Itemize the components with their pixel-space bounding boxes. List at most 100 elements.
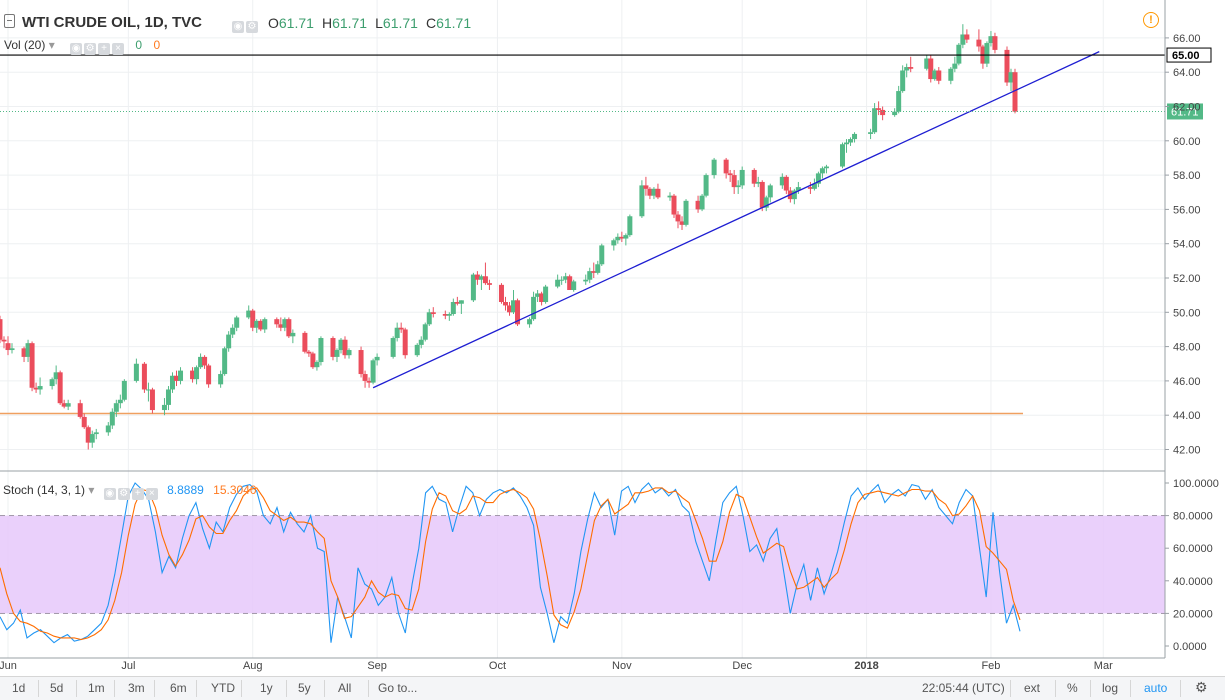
candle-body xyxy=(587,271,593,280)
candle-body xyxy=(932,70,938,80)
log-button[interactable]: log xyxy=(1102,681,1119,695)
candle-body xyxy=(278,324,284,328)
candle-body xyxy=(1004,49,1010,83)
x-tick-label: Nov xyxy=(612,660,632,672)
candle xyxy=(450,298,456,316)
candle xyxy=(763,195,769,212)
candle-body xyxy=(815,173,821,184)
range-button-1y[interactable]: 1y xyxy=(260,681,273,695)
range-button-1m[interactable]: 1m xyxy=(88,681,105,695)
candle xyxy=(539,291,545,306)
range-button-6m[interactable]: 6m xyxy=(170,681,187,695)
x-tick-label: Jun xyxy=(0,660,17,672)
stoch-lines xyxy=(0,482,1021,644)
candle xyxy=(109,408,115,429)
candle-body xyxy=(639,185,645,217)
range-button-5d[interactable]: 5d xyxy=(50,681,64,695)
current-price-label: 61.71 xyxy=(1171,106,1199,118)
eye-icon[interactable]: ◉ xyxy=(103,488,116,500)
y-tick-label: 48.00 xyxy=(1173,342,1201,354)
horizontal-level[interactable]: 65.00 61.71 xyxy=(0,47,1212,120)
candle-body xyxy=(93,432,99,435)
ohlc-key: O xyxy=(268,15,279,31)
plus-icon[interactable]: + xyxy=(131,488,144,500)
candle xyxy=(583,274,589,285)
menu-icon[interactable] xyxy=(4,14,15,28)
candle xyxy=(250,308,256,332)
candle-body xyxy=(619,236,625,239)
ohlc-key: C xyxy=(425,15,437,31)
candle xyxy=(486,279,492,291)
candle xyxy=(165,386,171,411)
trendline-segment[interactable] xyxy=(372,51,1100,389)
chart-canvas[interactable]: 65.00 61.71 Jun Jul Aug Sep Oct Nov Dec 2018 Feb M… xyxy=(0,0,1225,676)
stoch-series-d xyxy=(0,487,1021,641)
candle xyxy=(5,336,11,356)
candle-body xyxy=(302,332,308,352)
alert-icon[interactable]: ! xyxy=(1143,12,1159,28)
y-tick-label: 58.00 xyxy=(1173,170,1201,182)
ext-button[interactable]: ext xyxy=(1024,681,1041,695)
candle xyxy=(346,348,352,359)
settings-icon[interactable]: ⚙ xyxy=(117,488,130,500)
candle xyxy=(844,139,850,153)
candle-body xyxy=(839,144,845,167)
candle xyxy=(53,365,59,385)
candle xyxy=(194,365,200,385)
candle-body xyxy=(306,351,312,354)
range-button-1d[interactable]: 1d xyxy=(12,681,26,695)
candle-body xyxy=(559,279,565,281)
candle-body xyxy=(735,185,741,188)
candle-body xyxy=(571,281,577,291)
goto-button[interactable]: Go to... xyxy=(378,681,418,695)
x-tick-label: Aug xyxy=(243,660,263,672)
legend-toolbar[interactable]: ◉ ⚙ xyxy=(232,16,260,33)
stoch-legend[interactable]: Stoch (14, 3, 1) ▾ ◉ ⚙ + × 8.8889 15.3040 xyxy=(3,483,257,500)
candle-body xyxy=(595,264,601,273)
candle-body xyxy=(795,187,801,191)
y-tick-label: 62.00 xyxy=(1173,102,1201,114)
candle-body xyxy=(936,70,942,81)
settings-icon[interactable]: ⚙ xyxy=(246,21,258,33)
candle-body xyxy=(478,276,484,280)
chevron-down-icon[interactable]: ▾ xyxy=(88,483,95,497)
range-button-5y[interactable]: 5y xyxy=(298,681,311,695)
axes xyxy=(0,0,1169,659)
candle xyxy=(755,176,761,188)
x-tick-label: Sep xyxy=(367,660,387,672)
symbol-title[interactable]: WTI CRUDE OIL, 1D, TVC xyxy=(22,14,202,31)
candle-body xyxy=(194,367,200,380)
plus-icon[interactable]: + xyxy=(98,43,111,55)
close-icon[interactable]: × xyxy=(145,488,158,500)
volume-legend[interactable]: Vol (20) ▾ ◉ ⚙ + × 0 0 xyxy=(4,38,160,55)
eye-icon[interactable]: ◉ xyxy=(70,43,83,55)
candle-body xyxy=(683,200,689,225)
candle-body xyxy=(25,343,31,357)
trendline[interactable] xyxy=(372,51,1100,389)
stoch-y-tick-label: 80.0000 xyxy=(1173,511,1213,523)
gear-icon[interactable]: ⚙ xyxy=(1195,679,1208,695)
ohlc-value: 61.71 xyxy=(332,15,368,31)
candle-body xyxy=(527,319,533,325)
candle-body xyxy=(779,176,785,186)
candle-body xyxy=(117,399,123,404)
candle xyxy=(29,341,35,392)
percent-button[interactable]: % xyxy=(1067,681,1078,695)
candle-body xyxy=(442,314,448,316)
candle-body xyxy=(988,36,994,44)
candle-body xyxy=(206,365,212,385)
candle xyxy=(655,183,661,200)
candle xyxy=(498,283,504,304)
close-icon[interactable]: × xyxy=(112,43,125,55)
eye-icon[interactable]: ◉ xyxy=(232,21,244,33)
settings-icon[interactable]: ⚙ xyxy=(84,43,97,55)
range-button-3m[interactable]: 3m xyxy=(128,681,145,695)
chevron-down-icon[interactable]: ▾ xyxy=(48,38,55,52)
ohlc-value: 61.71 xyxy=(436,15,472,31)
bottom-toolbar: 1d 5d 1m 3m 6m YTD 1y 5y All Go to... 22:05:44 (… xyxy=(0,676,1225,700)
range-button-ytd[interactable]: YTD xyxy=(211,681,235,695)
candle xyxy=(779,173,785,189)
range-button-all[interactable]: All xyxy=(338,681,352,695)
candle xyxy=(723,157,729,179)
auto-button[interactable]: auto xyxy=(1144,681,1168,695)
